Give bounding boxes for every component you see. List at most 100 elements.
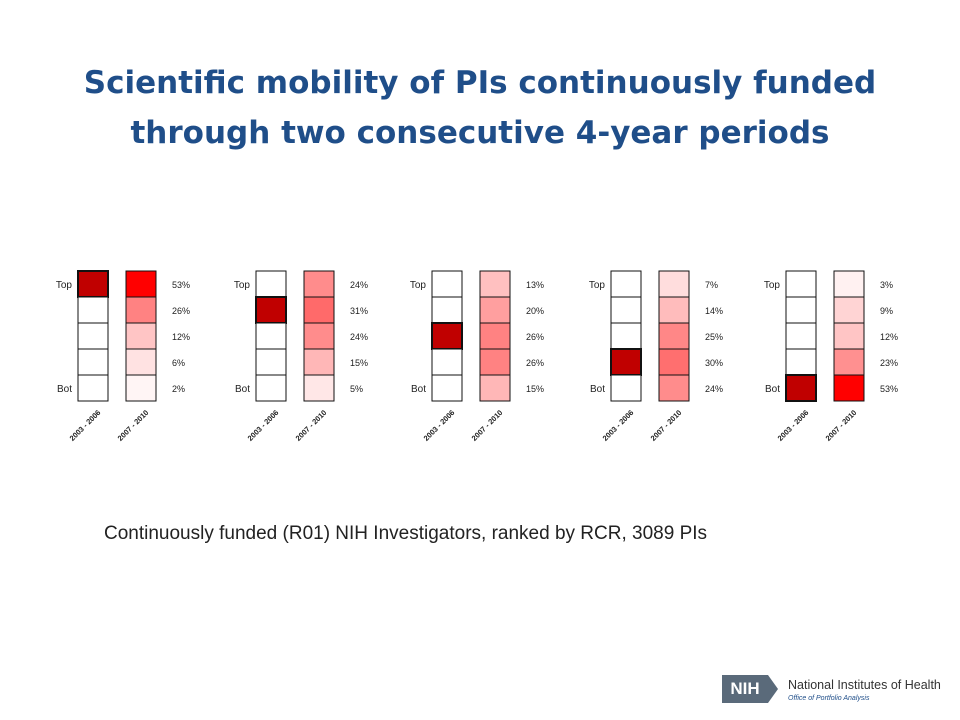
- heat-cell: [479, 374, 511, 402]
- heat-cell: [125, 374, 157, 402]
- x-label-period-1: 2003 - 2006: [776, 408, 811, 443]
- start-cell: [785, 374, 817, 402]
- row-label-bot: Bot: [765, 384, 780, 395]
- heat-cell: [658, 270, 690, 298]
- x-label-period-1: 2003 - 2006: [601, 408, 636, 443]
- x-label-period-2: 2007 - 2010: [649, 408, 684, 443]
- heat-cell: [303, 348, 335, 376]
- x-label-period-2: 2007 - 2010: [116, 408, 151, 443]
- row-label-bot: Bot: [411, 384, 426, 395]
- x-label-period-1: 2003 - 2006: [68, 408, 103, 443]
- start-cell: [610, 374, 642, 402]
- heat-cell: [833, 270, 865, 298]
- value-label: 3%: [880, 280, 893, 290]
- start-cell: [77, 296, 109, 324]
- heat-cell: [479, 270, 511, 298]
- heatmap-panel-5: Top Bot 3% 9% 12% 23% 53% 2003 - 2006 2007 - 201…: [764, 270, 898, 443]
- start-cell: [610, 322, 642, 350]
- start-cell: [610, 270, 642, 298]
- start-cell: [431, 322, 463, 350]
- x-label-period-2: 2007 - 2010: [470, 408, 505, 443]
- row-label-top: Top: [589, 280, 606, 291]
- value-label: 12%: [172, 332, 190, 342]
- heat-cell: [833, 322, 865, 350]
- nih-office-name: Office of Portfolio Analysis: [788, 695, 870, 702]
- nih-org-name: National Institutes of Health: [788, 678, 941, 692]
- heat-cell: [303, 296, 335, 324]
- value-label: 20%: [526, 306, 544, 316]
- start-cell: [77, 348, 109, 376]
- heat-cell: [833, 348, 865, 376]
- heatmap-panel-4: Top Bot 7% 14% 25% 30% 24% 2003 - 2006 2007 - 20…: [589, 270, 723, 443]
- value-label: 2%: [172, 384, 185, 394]
- value-label: 24%: [350, 280, 368, 290]
- value-label: 12%: [880, 332, 898, 342]
- value-label: 53%: [172, 280, 190, 290]
- heat-cell: [479, 348, 511, 376]
- x-label-period-1: 2003 - 2006: [246, 408, 281, 443]
- row-label-bot: Bot: [57, 384, 72, 395]
- start-cell: [785, 296, 817, 324]
- start-cell: [255, 374, 287, 402]
- value-label: 25%: [705, 332, 723, 342]
- heat-cell: [125, 270, 157, 298]
- slide-title: Scientific mobility of PIs continuously …: [0, 58, 960, 158]
- heat-cell: [303, 322, 335, 350]
- start-cell: [77, 322, 109, 350]
- row-label-top: Top: [410, 280, 427, 291]
- x-label-period-2: 2007 - 2010: [824, 408, 859, 443]
- value-label: 26%: [172, 306, 190, 316]
- title-line-2: through two consecutive 4-year periods: [130, 115, 830, 151]
- heatmap-panel-2: Top Bot 24% 31% 24% 15% 5% 2003 - 2006 2007 - 20…: [234, 270, 368, 443]
- start-cell: [431, 270, 463, 298]
- start-cell: [255, 322, 287, 350]
- value-label: 24%: [350, 332, 368, 342]
- value-label: 13%: [526, 280, 544, 290]
- heat-cell: [658, 374, 690, 402]
- start-cell: [785, 322, 817, 350]
- row-label-top: Top: [764, 280, 781, 291]
- start-cell: [610, 348, 642, 376]
- value-label: 15%: [350, 358, 368, 368]
- value-label: 5%: [350, 384, 363, 394]
- value-label: 6%: [172, 358, 185, 368]
- start-cell: [255, 296, 287, 324]
- heat-cell: [303, 374, 335, 402]
- heat-cell: [125, 322, 157, 350]
- heat-cell: [479, 296, 511, 324]
- row-label-top: Top: [56, 280, 73, 291]
- start-cell: [610, 296, 642, 324]
- start-cell: [255, 348, 287, 376]
- value-label: 30%: [705, 358, 723, 368]
- heat-cell: [833, 296, 865, 324]
- value-label: 14%: [705, 306, 723, 316]
- value-label: 24%: [705, 384, 723, 394]
- x-label-period-1: 2003 - 2006: [422, 408, 457, 443]
- start-cell: [77, 374, 109, 402]
- start-cell: [431, 374, 463, 402]
- value-label: 15%: [526, 384, 544, 394]
- heat-cell: [479, 322, 511, 350]
- heat-cell: [658, 296, 690, 324]
- value-label: 26%: [526, 358, 544, 368]
- value-label: 7%: [705, 280, 718, 290]
- heat-cell: [125, 296, 157, 324]
- start-cell: [431, 348, 463, 376]
- value-label: 31%: [350, 306, 368, 316]
- start-cell: [77, 270, 109, 298]
- row-label-bot: Bot: [590, 384, 605, 395]
- title-line-1: Scientific mobility of PIs continuously …: [83, 65, 877, 101]
- caption: Continuously funded (R01) NIH Investigat…: [104, 523, 708, 544]
- heat-cell: [833, 374, 865, 402]
- nih-logo-box: NIH: [722, 675, 768, 703]
- start-cell: [255, 270, 287, 298]
- start-cell: [431, 296, 463, 324]
- heat-cell: [303, 270, 335, 298]
- x-label-period-2: 2007 - 2010: [294, 408, 329, 443]
- heat-cell: [658, 348, 690, 376]
- start-cell: [785, 270, 817, 298]
- start-cell: [785, 348, 817, 376]
- row-label-bot: Bot: [235, 384, 250, 395]
- nih-footer-logo: NIH National Institutes of Health Office…: [722, 673, 952, 707]
